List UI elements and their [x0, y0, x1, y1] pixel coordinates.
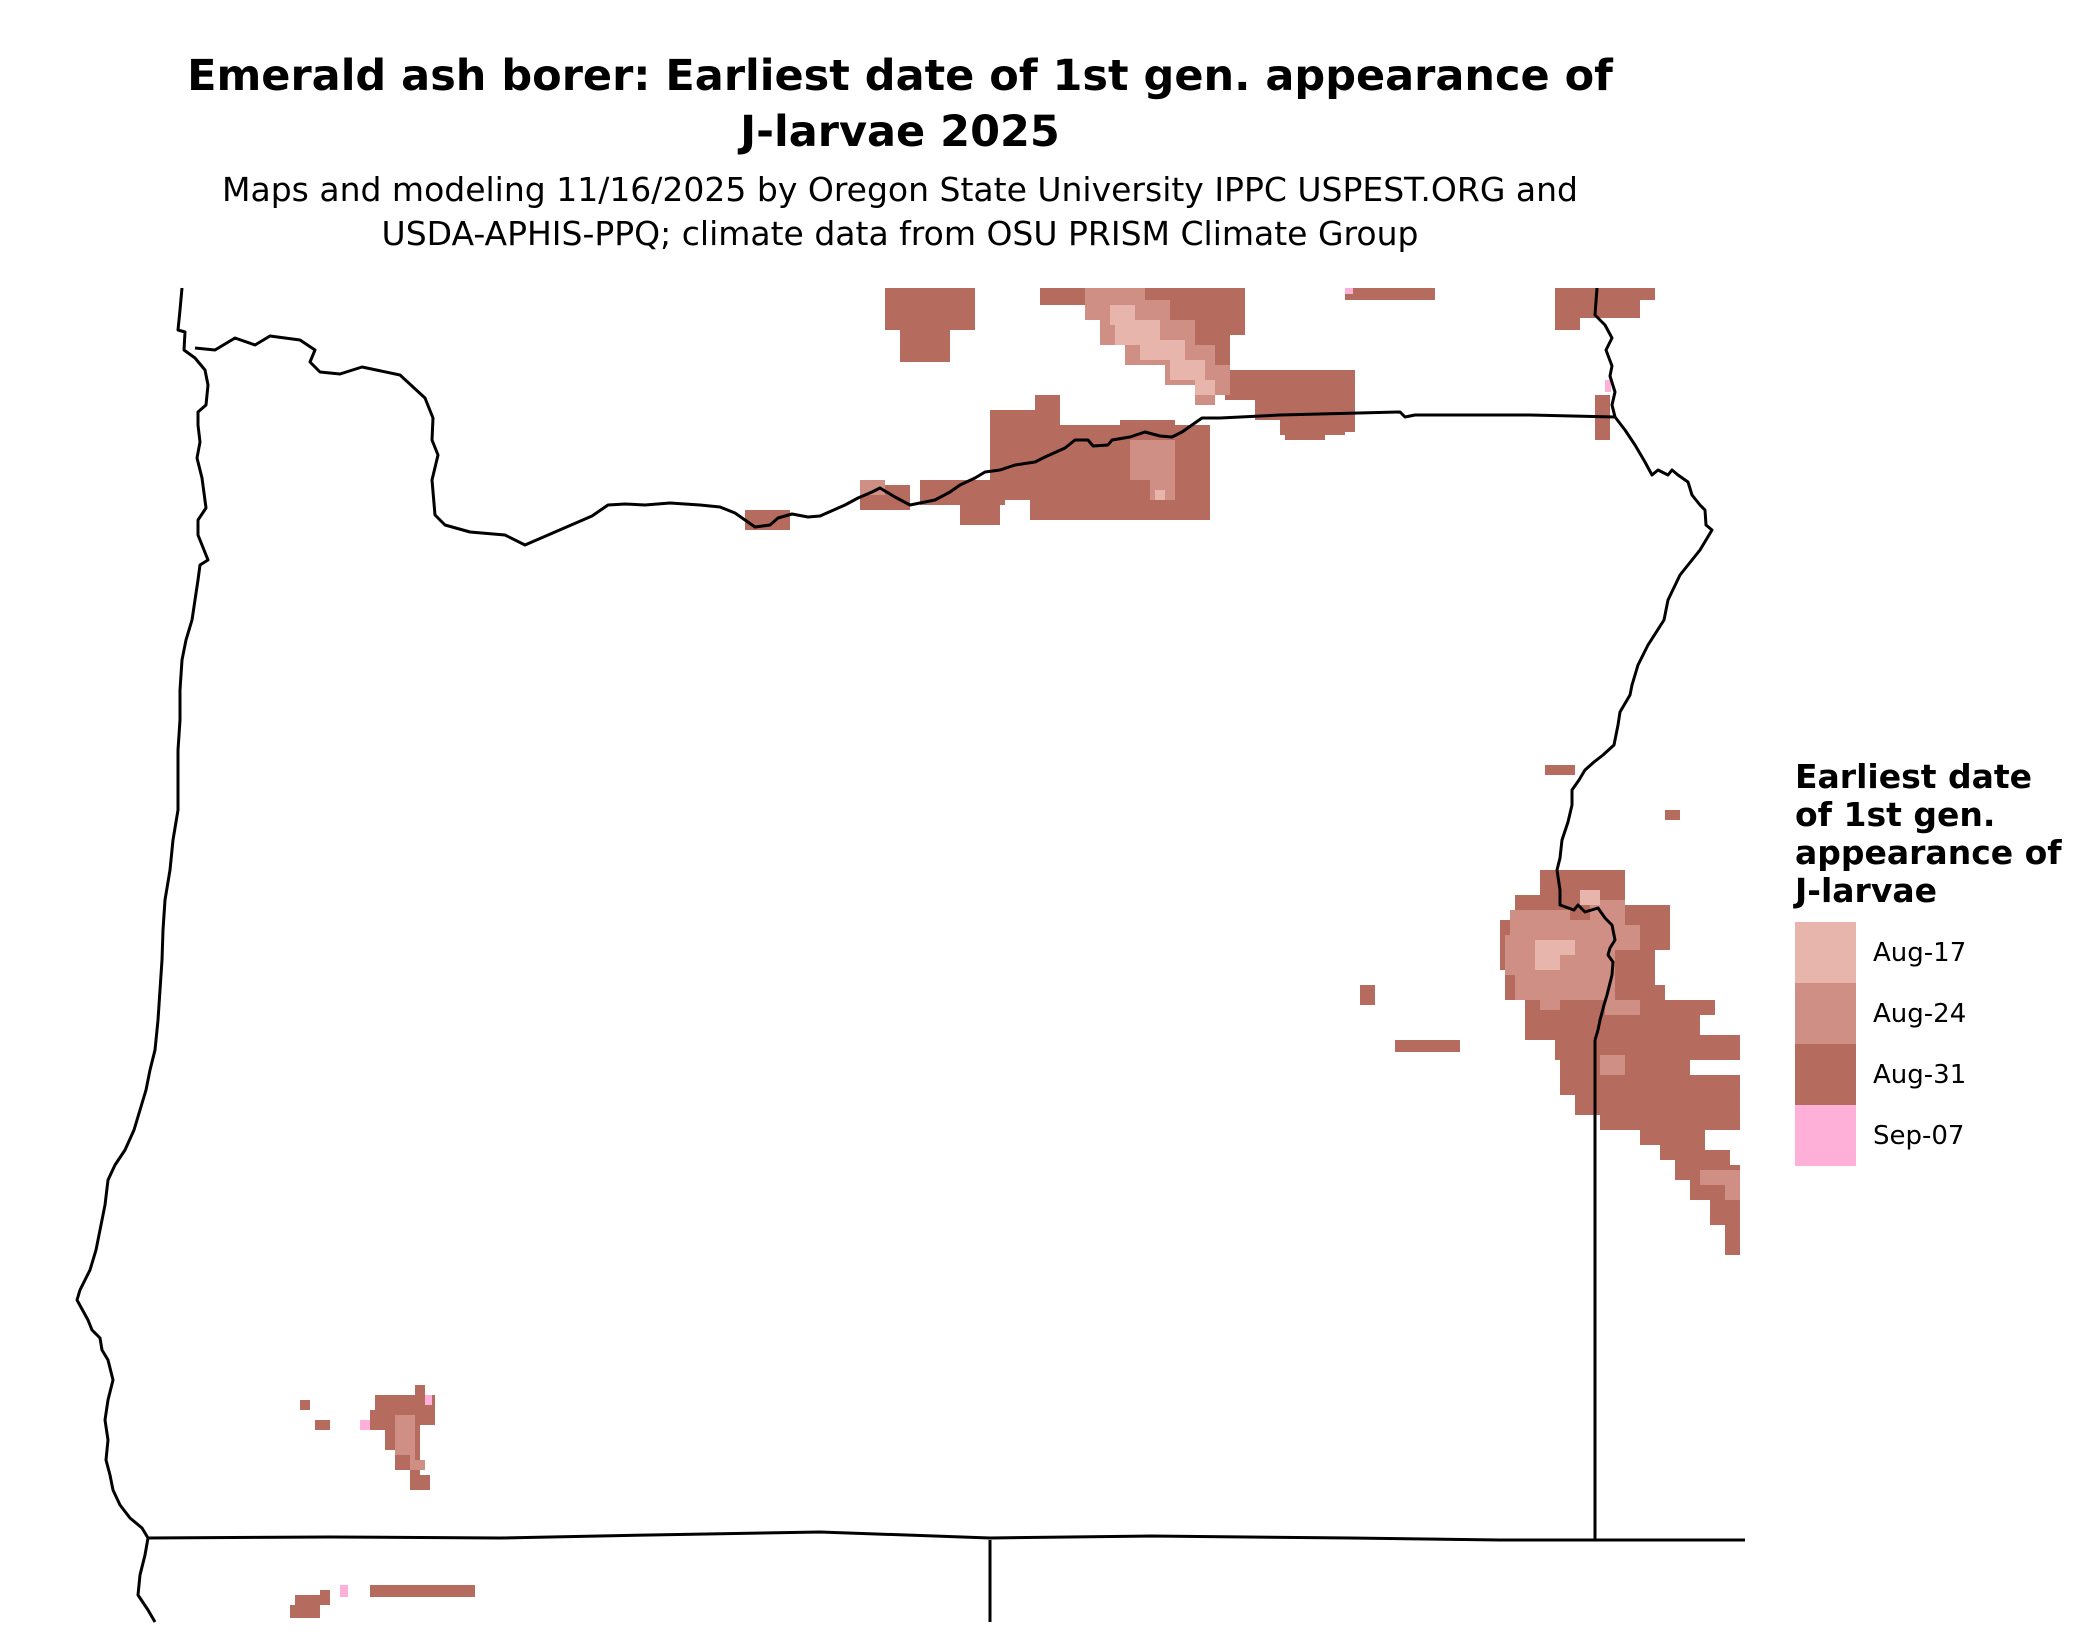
- spot-sw: [360, 1420, 370, 1430]
- patch-east-dot-2: [1395, 1040, 1460, 1052]
- patch-sw-medium: [395, 1415, 425, 1470]
- patch-columbia-medium: [1130, 440, 1175, 500]
- legend-title: Earliest date of 1st gen. appearance of …: [1795, 758, 2062, 910]
- legend-label: Aug-17: [1873, 937, 1967, 968]
- snake-river-boundary: [1555, 416, 1714, 1041]
- patch-southwest-dot: [300, 1400, 310, 1410]
- patch-east-dot: [1665, 810, 1680, 820]
- patch-columbia-light: [1155, 490, 1165, 500]
- patch-california-2: [370, 1585, 475, 1597]
- legend-item-aug-24: Aug-24: [1795, 983, 2062, 1044]
- legend-label: Sep-07: [1873, 1120, 1965, 1151]
- legend-title-line-1: Earliest date: [1795, 757, 2033, 796]
- patch-north-light: [1110, 305, 1215, 395]
- map-subtitle-line-1: Maps and modeling 11/16/2025 by Oregon S…: [222, 170, 1578, 209]
- legend-swatch: [1795, 922, 1856, 983]
- patch-snake-light-2: [1580, 890, 1600, 905]
- spot-california: [340, 1585, 348, 1597]
- washington-idaho-line: [1593, 287, 1617, 418]
- map-title: Emerald ash borer: Earliest date of 1st …: [60, 48, 1740, 160]
- legend-item-sep-07: Sep-07: [1795, 1105, 2062, 1166]
- legend-swatch: [1795, 1044, 1856, 1105]
- map-subtitle-line-2: USDA-APHIS-PPQ; climate data from OSU PR…: [381, 214, 1419, 253]
- map-subtitle: Maps and modeling 11/16/2025 by Oregon S…: [60, 168, 1740, 256]
- spot-north: [1345, 288, 1353, 294]
- legend-item-aug-17: Aug-17: [1795, 922, 2062, 983]
- map-title-line-1: Emerald ash borer: Earliest date of 1st …: [187, 51, 1613, 101]
- legend-label: Aug-24: [1873, 998, 1967, 1029]
- columbia-river-boundary: [194, 334, 1616, 547]
- oregon-california-line: [147, 1530, 1745, 1542]
- patch-snake-medium: [1505, 900, 1640, 1015]
- patch-ne-corner: [1555, 288, 1655, 330]
- legend-label: Aug-31: [1873, 1059, 1967, 1090]
- patch-east-dot-3: [1360, 985, 1375, 1005]
- patch-southwest-dot-2: [315, 1420, 330, 1430]
- patch-columbia-e: [1280, 380, 1345, 435]
- coastline: [75, 287, 210, 1623]
- patch-north-a: [885, 288, 975, 362]
- map-title-line-2: J-larvae 2025: [740, 107, 1060, 157]
- patch-east-a: [1545, 765, 1575, 775]
- legend-title-line-4: J-larvae: [1795, 871, 1937, 910]
- patch-columbia-b: [920, 480, 1000, 525]
- patch-snake-medium-3: [1700, 1170, 1740, 1200]
- state-boundaries: [75, 287, 1745, 1623]
- patch-columbia-d: [745, 510, 790, 530]
- patch-california: [290, 1590, 330, 1618]
- patch-snake-medium-2: [1600, 1055, 1625, 1075]
- patch-columbia-medium-2: [860, 480, 885, 495]
- patch-north-b: [1040, 288, 1355, 440]
- patch-snake-light: [1535, 940, 1575, 970]
- spot-ne: [1605, 380, 1611, 392]
- legend-swatch: [1795, 983, 1856, 1044]
- legend-title-line-2: of 1st gen.: [1795, 795, 1996, 834]
- legend-swatch: [1795, 1105, 1856, 1166]
- legend-title-line-3: appearance of: [1795, 833, 2062, 872]
- map-legend: Earliest date of 1st gen. appearance of …: [1795, 758, 2062, 1166]
- region-sep07: [340, 288, 1611, 1597]
- region-aug17: [1110, 305, 1600, 970]
- spot-sw-2: [425, 1395, 432, 1405]
- patch-north-c: [1345, 288, 1435, 300]
- legend-item-aug-31: Aug-31: [1795, 1044, 2062, 1105]
